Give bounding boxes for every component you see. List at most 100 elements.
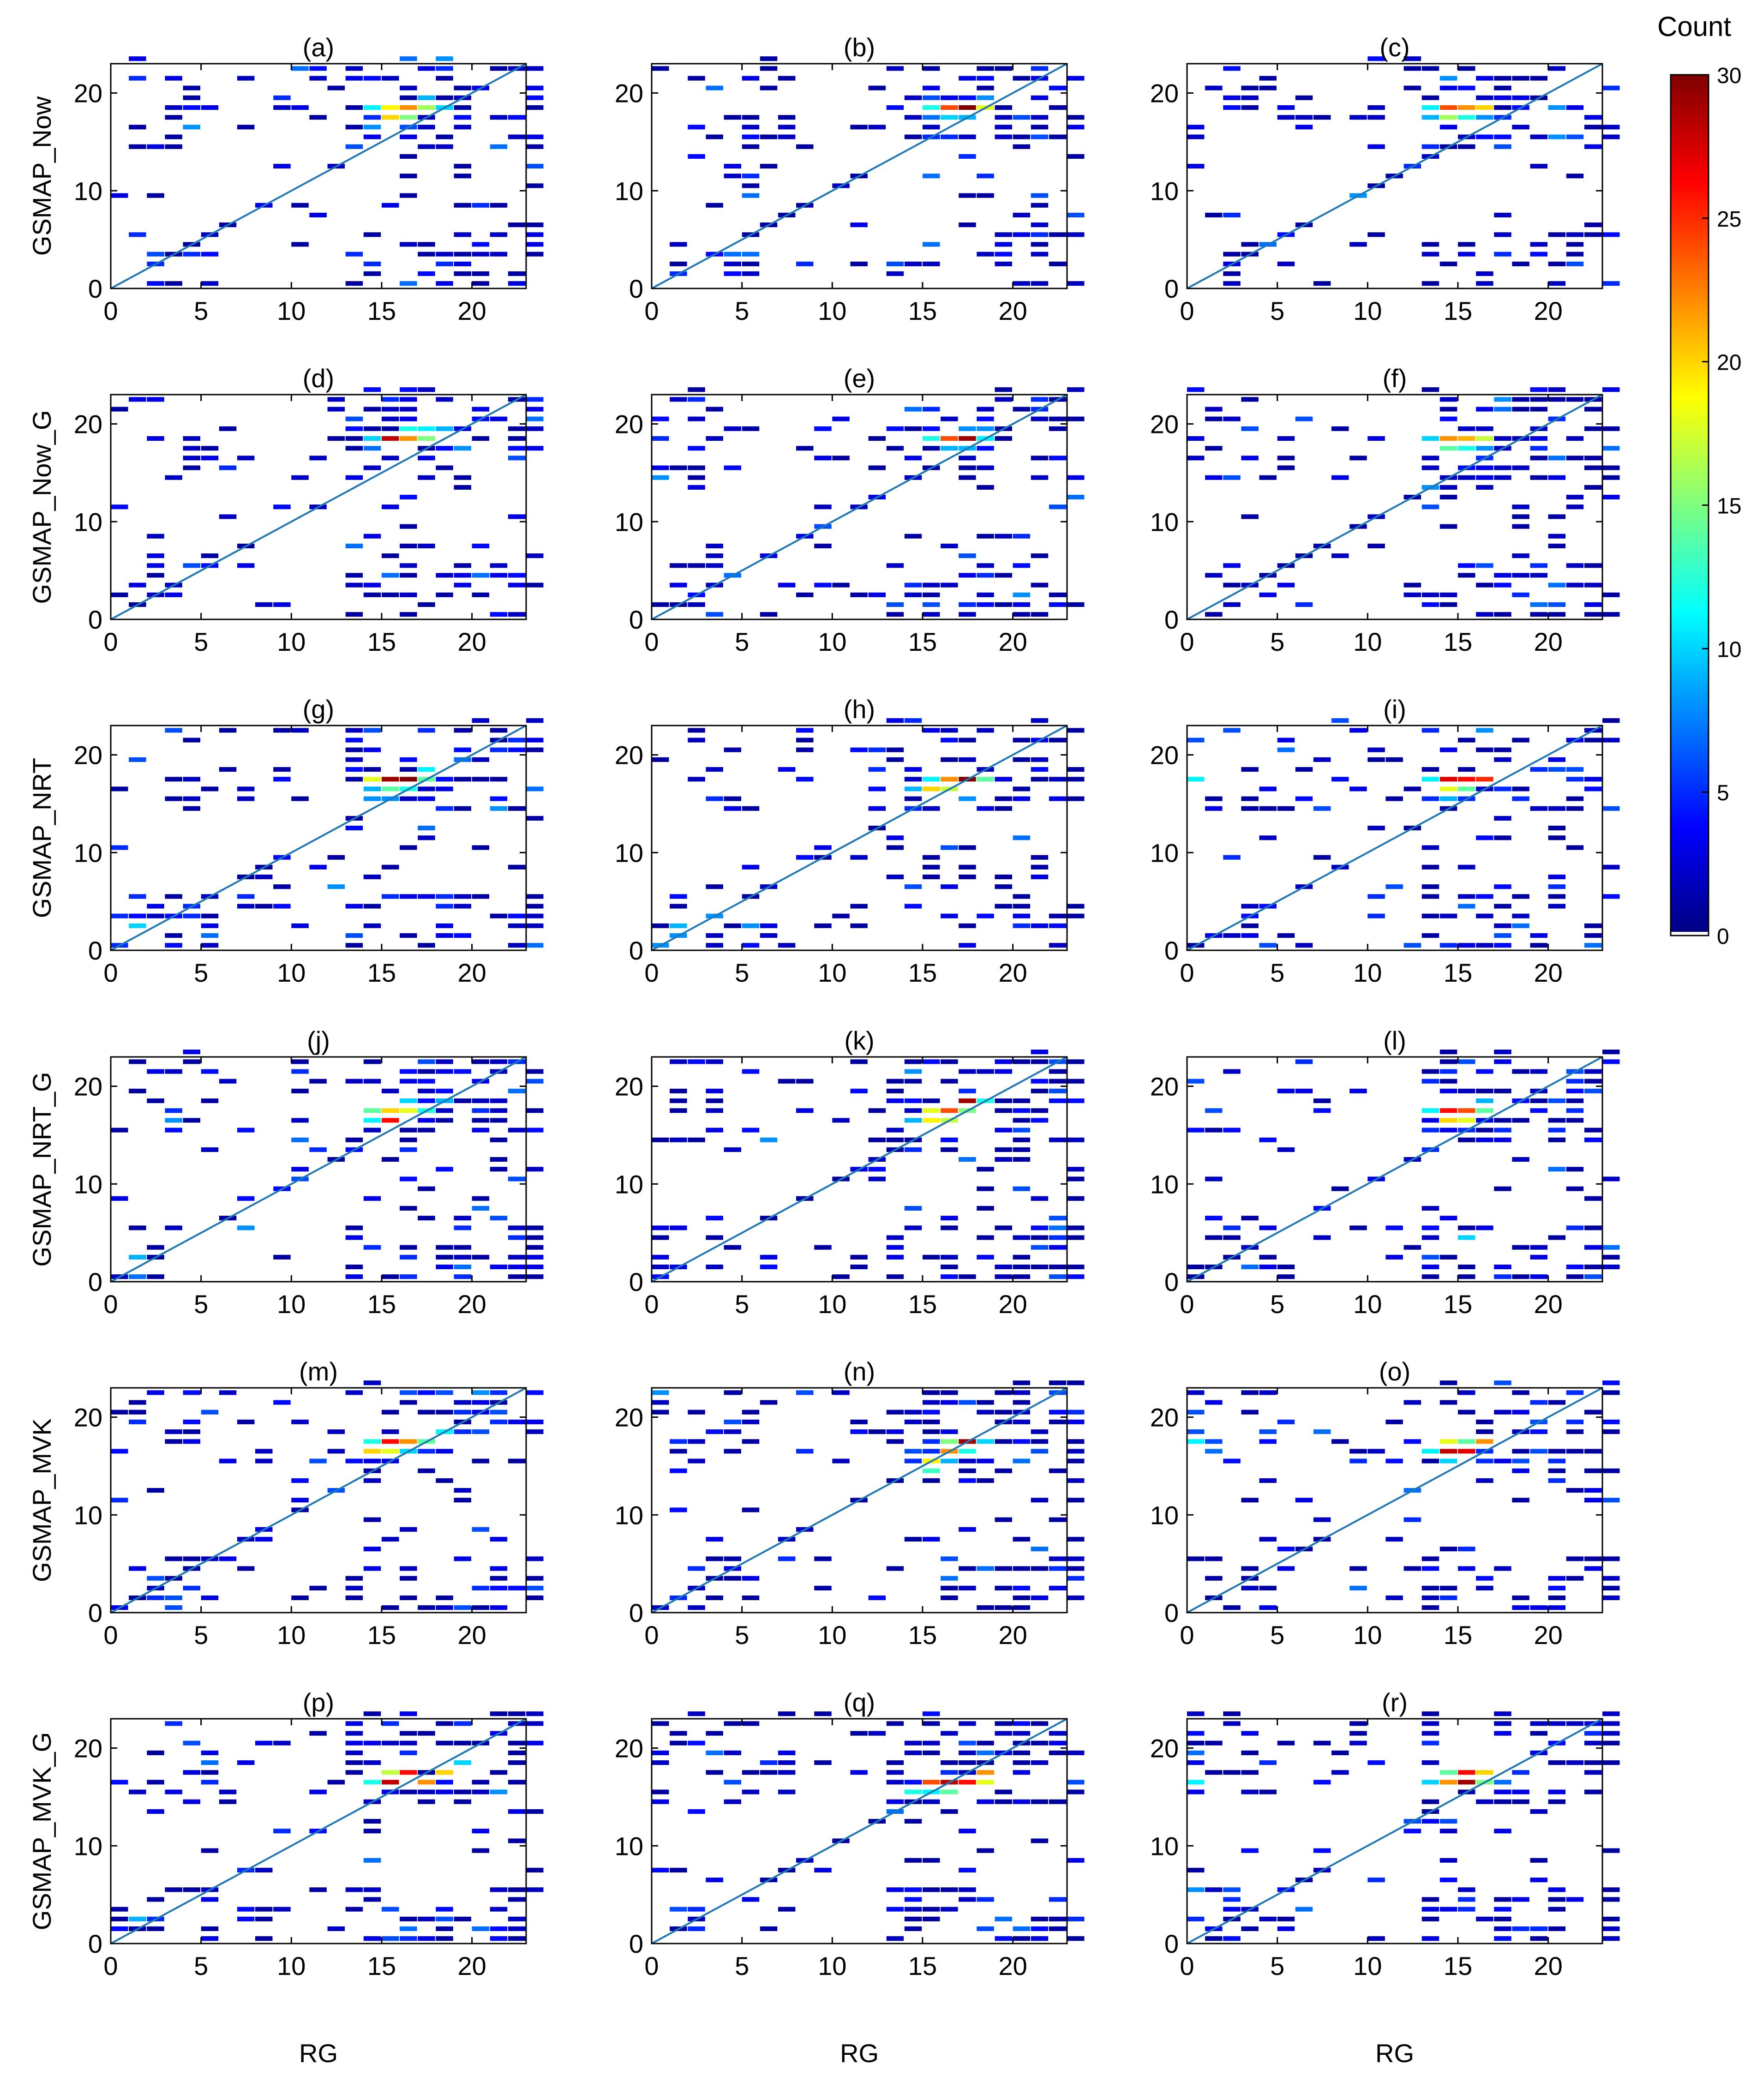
heatmap-cell [1049,796,1067,801]
heatmap-cell [472,757,490,762]
heatmap-cell [183,1050,200,1055]
heatmap-cell [309,115,327,120]
heatmap-cell [652,602,669,607]
heatmap-cell [1584,1731,1602,1736]
heatmap-cell [959,1897,976,1902]
heatmap-cell [1439,602,1457,607]
heatmap-cell [1259,1390,1277,1395]
heatmap-cell [418,1916,435,1921]
heatmap-cell [490,612,508,617]
heatmap-cell [436,397,453,402]
y-tick-label: 20 [74,1072,102,1101]
heatmap-cell [526,816,544,821]
heatmap-cell [923,446,940,451]
heatmap-cell [291,1498,309,1503]
heatmap-cell [1223,1770,1241,1775]
heatmap-cell [382,1605,399,1610]
heatmap-cell [1367,543,1385,548]
heatmap-cell [1494,1410,1511,1415]
heatmap-cell [868,436,886,441]
identity-line [110,394,527,620]
heatmap-cell [1013,1605,1031,1610]
heatmap-cell [1566,252,1584,257]
heatmap-cell [1067,1556,1085,1561]
heatmap-cell [147,573,164,578]
x-tick-label: 20 [998,296,1027,325]
heatmap-cell [670,1731,687,1736]
heatmap-cell [363,1936,381,1941]
x-tick-label: 10 [277,1620,306,1650]
heatmap-cell [868,592,886,597]
heatmap-cell [724,174,741,179]
heatmap-cell [724,271,741,276]
heatmap-cell [923,1059,940,1064]
heatmap-cell [1548,1721,1566,1726]
heatmap-cell [291,923,309,928]
heatmap-cell [1548,456,1566,461]
heatmap-cell [345,612,363,617]
heatmap-cell [1476,475,1493,480]
heatmap-cell [1512,397,1529,402]
heatmap-cell [1259,1536,1277,1542]
heatmap-cell [652,1750,669,1755]
heatmap-cell [1458,1566,1475,1571]
heatmap-cell [995,66,1012,71]
identity-line [1187,63,1603,289]
heatmap-cell [1566,1488,1584,1493]
heatmap-cell [959,757,976,762]
heatmap-cell [508,1254,526,1260]
heatmap-cell [995,134,1012,139]
heatmap-cell [1476,1585,1493,1590]
heatmap-cell [129,1274,146,1279]
heatmap-cell [1049,923,1067,928]
heatmap-cell [1584,923,1602,928]
heatmap-cell [129,56,146,61]
heatmap-cell [1295,602,1313,607]
heatmap-cell [1067,1576,1085,1581]
heatmap-cell [363,728,381,733]
heatmap-cell [273,1907,291,1912]
heatmap-cell [490,1605,508,1610]
colorbar-tick-label: 25 [1717,207,1741,232]
heatmap-cell [652,416,669,421]
heatmap-cell [1548,835,1566,840]
heatmap-cell [147,1595,164,1600]
heatmap-cell [959,1468,976,1473]
heatmap-cell [1205,573,1223,578]
heatmap-cell [400,416,417,421]
heatmap-cell [1031,1429,1049,1434]
heatmap-cell [1313,757,1331,762]
heatmap-cell [201,1936,219,1941]
heatmap-cell [345,252,363,257]
heatmap-cell [1049,913,1067,918]
heatmap-cell [1031,757,1049,762]
heatmap-cell [219,728,237,733]
heatmap-cell [418,894,435,899]
heatmap-cell-hot [1421,1780,1439,1785]
heatmap-cell [418,602,435,607]
heatmap-cell [400,1079,417,1084]
heatmap-cell [1602,475,1620,480]
identity-line [110,725,527,951]
heatmap-cell [850,1254,868,1260]
heatmap-cell [472,436,490,441]
heatmap-cell [1584,1410,1602,1415]
heatmap-cell [742,923,760,928]
heatmap-cell [1566,504,1584,510]
heatmap-cell [345,1264,363,1269]
heatmap-cell [923,728,940,733]
heatmap-cell [760,933,778,938]
heatmap-cell [454,1605,471,1610]
y-tick-label: 20 [1150,79,1179,108]
heatmap-cell-hot [363,1108,381,1113]
heatmap-cell [706,553,723,558]
heatmap-cell [111,1449,128,1454]
x-tick-label: 10 [1353,958,1382,987]
heatmap-cell [526,1069,544,1074]
heatmap-cell [1187,1887,1205,1892]
heatmap-cell [1223,1069,1241,1074]
heatmap-cell [183,1887,200,1892]
heatmap-cell [886,1780,904,1785]
